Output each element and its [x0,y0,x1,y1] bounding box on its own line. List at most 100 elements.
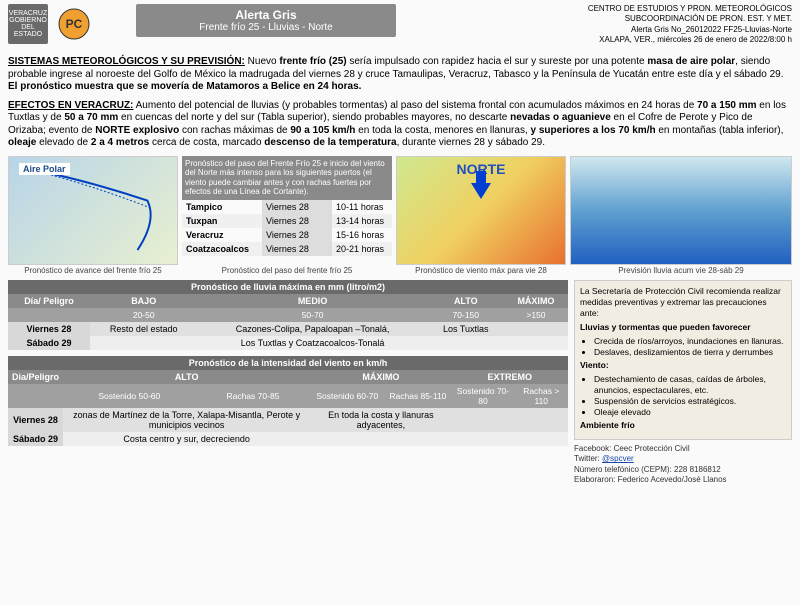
side-column: La Secretaría de Protección Civil recomi… [574,280,792,486]
rain-cell: Sábado 29 [8,336,90,350]
rain-range: 20-50 [90,308,198,322]
rain-col: BAJO [90,294,198,308]
svg-text:PC: PC [66,17,83,31]
forecast-desc: Pronóstico del paso del Frente Frío 25 e… [182,156,392,200]
effects-paragraph: EFECTOS EN VERACRUZ: Aumento del potenci… [8,100,792,150]
rain-col: MEDIO [198,294,428,308]
rain-col: MÁXIMO [504,294,568,308]
wind-sub: Rachas > 110 [515,384,568,408]
advisory-item: Crecida de ríos/arroyos, inundaciones en… [594,336,786,347]
rain-cell: Cazones-Colipa, Papaloapan –Tonalá, [198,322,428,336]
lower-section: Pronóstico de lluvia máxima en mm (litro… [8,280,792,486]
arrow-down-icon [471,183,491,199]
graphic-2: Pronóstico del paso del Frente Frío 25 e… [182,156,392,276]
graphic-3-label: Pronóstico de viento máx para vie 28 [396,265,566,276]
footer-tel: Número telefónico (CEPM): 228 8186812 [574,465,792,475]
wind-table: Pronóstico de la intensidad del viento e… [8,356,568,446]
wind-sub: Sostenido 50-60 [63,384,196,408]
header: VERACRUZ GOBIERNO DEL ESTADO PC Alerta G… [8,4,792,52]
systems-paragraph: SISTEMAS METEOROLÓGICOS Y SU PREVISIÓN: … [8,56,792,94]
front-map: Aire Polar [8,156,178,265]
port-name: Coatzacoalcos [182,242,262,256]
bulletin-page: VERACRUZ GOBIERNO DEL ESTADO PC Alerta G… [0,0,800,605]
port-day: Viernes 28 [262,214,332,228]
advisory-item: Deslaves, deslizamientos de tierra y der… [594,347,786,358]
gov-logo: VERACRUZ GOBIERNO DEL ESTADO [8,4,48,44]
aire-polar-label: Aire Polar [19,163,70,175]
wind-col: EXTREMO [452,370,569,384]
wind-sub [8,384,63,408]
graphic-3: NORTE Pronóstico de viento máx para vie … [396,156,566,276]
port-row: TampicoViernes 2810-11 horas [182,200,392,214]
meta-line: SUBCOORDINACIÓN DE PRON. EST. Y MET. [404,14,792,24]
wind-cell: Sábado 29 [8,432,63,446]
graphic-1: Aire Polar Pronóstico de avance del fren… [8,156,178,276]
wind-title: Pronóstico de la intensidad del viento e… [8,356,568,370]
wind-cell: En toda la costa y llanuras adyacentes, [310,408,451,432]
wind-cell: zonas de Martínez de la Torre, Xalapa-Mi… [63,408,310,432]
graphic-2-label: Pronóstico del paso del frente frío 25 [182,265,392,276]
advisory-list1: Crecida de ríos/arroyos, inundaciones en… [594,336,786,358]
ports-table: TampicoViernes 2810-11 horasTuxpanVierne… [182,200,392,265]
graphic-4: Previsión lluvia acum vie 28-sáb 29 [570,156,792,276]
footer-tw: Twitter: @spcver [574,454,792,464]
logos: VERACRUZ GOBIERNO DEL ESTADO PC [8,4,128,44]
advisory-item: Oleaje elevado [594,407,786,418]
meta-line: CENTRO DE ESTUDIOS Y PRON. METEOROLÓGICO… [404,4,792,14]
wind-sub: Rachas 85-110 [384,384,451,408]
port-name: Veracruz [182,228,262,242]
advisory-h2: Viento: [580,360,786,371]
rain-cell: Resto del estado [90,322,198,336]
port-hour: 15-16 horas [332,228,392,242]
rain-cell [504,322,568,336]
port-day: Viernes 28 [262,242,332,256]
port-day: Viernes 28 [262,228,332,242]
port-row: TuxpanViernes 2813-14 horas [182,214,392,228]
wind-cell [452,408,569,432]
rain-map [570,156,792,265]
advisory-h3: Ambiente frío [580,420,786,431]
port-hour: 13-14 horas [332,214,392,228]
rain-range [8,308,90,322]
rain-cell: Los Tuxtlas [428,322,504,336]
port-hour: 10-11 horas [332,200,392,214]
alert-title-box: Alerta Gris Frente frío 25 - Lluvias - N… [136,4,396,37]
footer-contact: Facebook: Ceec Protección Civil Twitter:… [574,444,792,486]
port-row: CoatzacoalcosViernes 2820-21 horas [182,242,392,256]
wind-map: NORTE [396,156,566,265]
rain-cell: Viernes 28 [8,322,90,336]
rain-cell [504,336,568,350]
wind-sub: Sostenido 70-80 [452,384,515,408]
graphic-1-label: Pronóstico de avance del frente frío 25 [8,265,178,276]
rain-cell [428,336,504,350]
wind-col: MÁXIMO [310,370,451,384]
graphics-row: Aire Polar Pronóstico de avance del fren… [8,156,792,276]
wind-sub: Rachas 70-85 [196,384,311,408]
alert-title: Alerta Gris [140,8,392,22]
rain-title: Pronóstico de lluvia máxima en mm (litro… [8,280,568,294]
systems-label: SISTEMAS METEOROLÓGICOS Y SU PREVISIÓN: [8,56,245,67]
advisory-intro: La Secretaría de Protección Civil recomi… [580,286,786,319]
port-row: VeracruzViernes 2815-16 horas [182,228,392,242]
header-meta: CENTRO DE ESTUDIOS Y PRON. METEOROLÓGICO… [404,4,792,46]
advisory-h1: Lluvias y tormentas que pueden favorecer [580,322,786,333]
pc-logo: PC [54,4,94,44]
footer-author: Elaboraron: Federico Acevedo/José Llanos [574,475,792,485]
meta-line: Alerta Gris No_26012022 FF25-Lluvias-Nor… [404,25,792,35]
advisory-item: Suspensión de servicios estratégicos. [594,396,786,407]
tables-column: Pronóstico de lluvia máxima en mm (litro… [8,280,568,486]
advisory-list2: Destechamiento de casas, caídas de árbol… [594,374,786,418]
twitter-link[interactable]: @spcver [602,454,634,463]
wind-cell: Viernes 28 [8,408,63,432]
effects-label: EFECTOS EN VERACRUZ: [8,100,133,111]
port-name: Tampico [182,200,262,214]
rain-col: ALTO [428,294,504,308]
rain-col: Día/ Peligro [8,294,90,308]
graphic-4-label: Previsión lluvia acum vie 28-sáb 29 [570,265,792,276]
rain-cell [90,336,198,350]
rain-range: 50-70 [198,308,428,322]
footer-fb: Facebook: Ceec Protección Civil [574,444,792,454]
port-hour: 20-21 horas [332,242,392,256]
wind-cell [310,432,451,446]
rain-range: >150 [504,308,568,322]
